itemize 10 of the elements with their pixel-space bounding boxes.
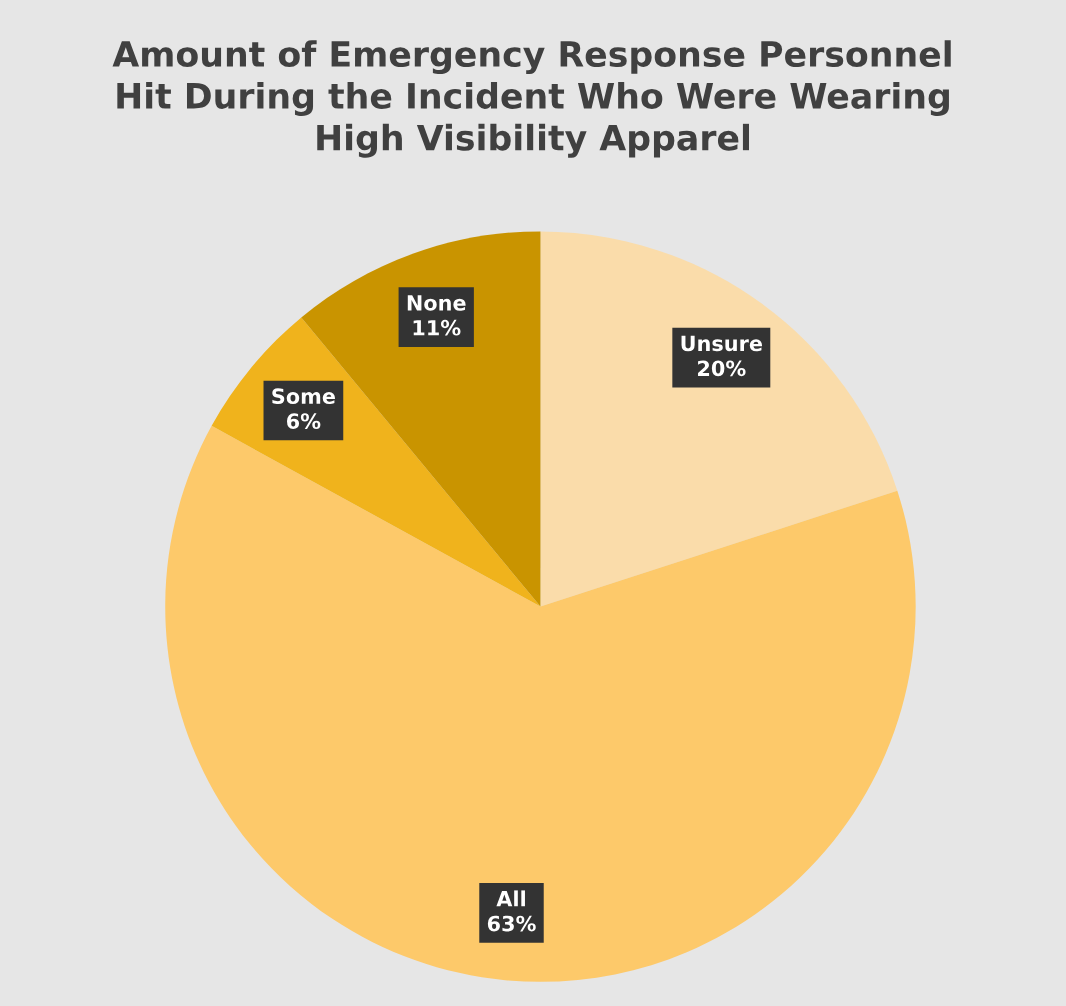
- slice-label: Unsure: [681, 335, 762, 352]
- slice-label: All: [496, 890, 525, 907]
- slice-label: None: [407, 295, 466, 311]
- data-label: 6%: [286, 413, 321, 429]
- data-label: 63%: [487, 915, 536, 932]
- chart-title: Amount of Emergency Response Personnel Hit During the Incident Who Were Wearing High Visibility Apparel: [112, 40, 951, 158]
- data-label: 20%: [698, 360, 746, 377]
- pie-slice: [540, 231, 898, 607]
- data-label: 11%: [413, 319, 461, 336]
- slice-label: Some: [272, 388, 335, 405]
